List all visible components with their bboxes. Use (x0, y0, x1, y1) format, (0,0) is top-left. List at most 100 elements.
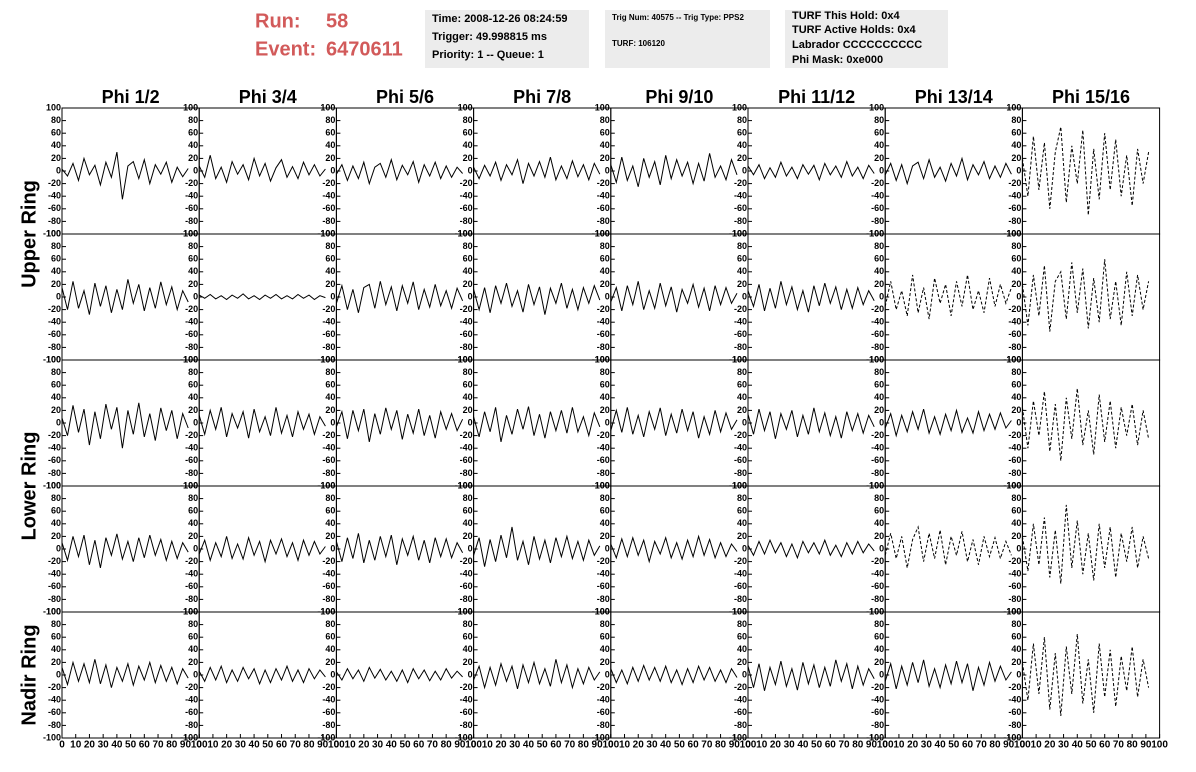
y-tick-label: -20 (460, 304, 473, 314)
y-tick-label: 80 (463, 619, 473, 629)
y-tick-label: 20 (51, 657, 61, 667)
y-tick-label: 0 (468, 165, 473, 175)
y-tick-label: 40 (600, 266, 610, 276)
y-tick-label: -60 (322, 581, 335, 591)
y-tick-label: -80 (185, 594, 198, 604)
y-tick-label: 80 (188, 241, 198, 251)
y-tick-label: 40 (874, 140, 884, 150)
y-tick-label: 100 (320, 606, 335, 616)
y-tick-label: 100 (595, 354, 610, 364)
y-tick-label: 60 (463, 380, 473, 390)
y-tick-label: -20 (48, 682, 61, 692)
x-tick-label: 60 (276, 740, 288, 751)
y-tick-label: 80 (600, 493, 610, 503)
y-tick-label: -60 (1008, 203, 1021, 213)
x-tick-label: 90 (592, 740, 604, 751)
x-tick-label: 80 (1127, 740, 1139, 751)
panel-frame (884, 485, 1023, 613)
waveform (747, 160, 875, 182)
y-tick-label: -80 (734, 594, 747, 604)
y-tick-label: -40 (734, 191, 747, 201)
y-tick-label: -100 (866, 606, 884, 616)
x-tick-label: 60 (139, 740, 151, 751)
y-tick-label: -60 (597, 455, 610, 465)
y-tick-label: -100 (43, 228, 61, 238)
y-tick-label: 20 (600, 531, 610, 541)
y-tick-label: 0 (468, 669, 473, 679)
y-tick-label: 100 (183, 228, 198, 238)
row-label: Lower Ring (18, 432, 40, 541)
y-tick-label: 0 (742, 291, 747, 301)
y-tick-label: -20 (734, 556, 747, 566)
y-tick-label: 40 (874, 392, 884, 402)
y-tick-label: -40 (48, 569, 61, 579)
y-tick-label: 20 (51, 153, 61, 163)
y-tick-label: 80 (874, 241, 884, 251)
y-tick-label: 20 (188, 279, 198, 289)
run-number: 58 (326, 10, 348, 32)
y-tick-label: 100 (458, 102, 473, 112)
x-tick-label: 50 (811, 740, 823, 751)
y-tick-label: 60 (188, 380, 198, 390)
y-tick-label: -100 (180, 606, 198, 616)
y-tick-label: 100 (869, 480, 884, 490)
y-tick-label: -100 (180, 480, 198, 490)
y-tick-label: 20 (874, 279, 884, 289)
y-tick-label: -40 (48, 191, 61, 201)
y-tick-label: -20 (460, 430, 473, 440)
x-tick-label: 10 (345, 740, 357, 751)
y-tick-label: 80 (188, 619, 198, 629)
x-tick-label: 20 (1044, 740, 1056, 751)
x-tick-label: 20 (495, 740, 507, 751)
y-tick-label: 80 (325, 367, 335, 377)
y-tick-label: 60 (600, 128, 610, 138)
x-tick-label: 90 (1140, 740, 1152, 751)
y-tick-label: 0 (879, 165, 884, 175)
y-tick-label: 80 (325, 493, 335, 503)
x-tick-label: 100 (877, 740, 894, 751)
y-tick-label: 60 (463, 128, 473, 138)
waveform (61, 533, 189, 568)
waveform (610, 281, 738, 313)
waveform (884, 525, 1012, 568)
y-tick-label: -40 (460, 569, 473, 579)
y-tick-label: 100 (320, 102, 335, 112)
y-tick-label: 20 (737, 657, 747, 667)
x-tick-label: 80 (441, 740, 453, 751)
x-tick-label: 0 (1020, 740, 1026, 751)
x-tick-label: 20 (358, 740, 370, 751)
y-tick-label: 80 (874, 115, 884, 125)
y-tick-label: 100 (869, 354, 884, 364)
y-tick-label: -40 (734, 443, 747, 453)
y-tick-label: 40 (463, 644, 473, 654)
y-tick-label: 80 (600, 619, 610, 629)
x-tick-label: 0 (608, 740, 614, 751)
y-tick-label: 60 (325, 128, 335, 138)
x-tick-label: 100 (465, 740, 482, 751)
y-tick-label: -40 (460, 317, 473, 327)
y-tick-label: -60 (460, 455, 473, 465)
y-tick-label: 80 (874, 493, 884, 503)
y-tick-label: 40 (188, 518, 198, 528)
y-tick-label: -100 (866, 228, 884, 238)
x-tick-label: 80 (989, 740, 1001, 751)
y-tick-label: 80 (463, 493, 473, 503)
y-tick-label: -40 (185, 695, 198, 705)
y-tick-label: 60 (600, 254, 610, 264)
y-tick-label: 40 (874, 266, 884, 276)
x-tick-label: 50 (1085, 740, 1097, 751)
waveform (747, 281, 875, 313)
y-tick-label: 80 (1011, 619, 1021, 629)
x-tick-label: 90 (317, 740, 329, 751)
y-tick-label: 80 (51, 367, 61, 377)
y-tick-label: 60 (1011, 380, 1021, 390)
waveform (747, 659, 875, 691)
y-tick-label: 0 (742, 669, 747, 679)
y-tick-label: -20 (322, 556, 335, 566)
y-tick-label: -60 (597, 203, 610, 213)
row-label: Upper Ring (18, 180, 40, 288)
waveform (198, 407, 326, 439)
y-tick-label: -40 (48, 443, 61, 453)
panel-frame (610, 233, 749, 361)
x-tick-label: 50 (948, 740, 960, 751)
